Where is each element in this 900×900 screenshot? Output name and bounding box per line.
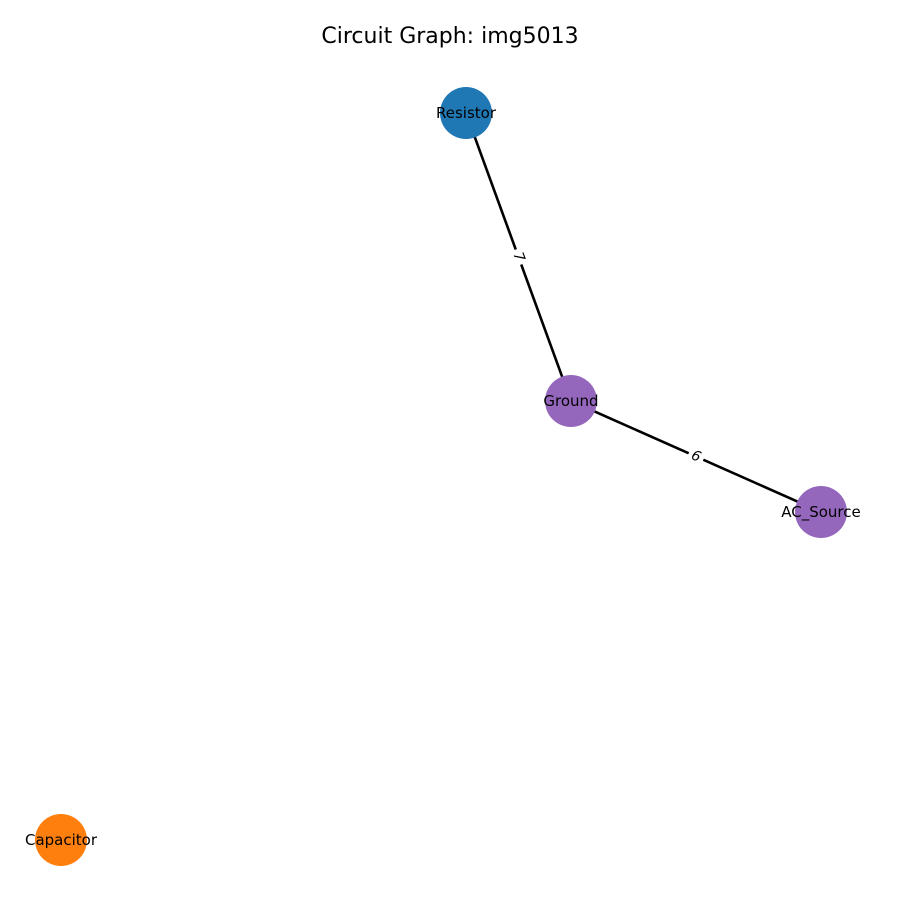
- edges-layer: 76: [464, 112, 822, 514]
- node-ac-source: AC_Source: [781, 486, 861, 538]
- node-circle: [795, 486, 847, 538]
- node-label: Ground: [543, 392, 598, 410]
- node-capacitor: Capacitor: [25, 814, 98, 866]
- node-label: Capacitor: [25, 831, 98, 849]
- edge-label-background: [685, 445, 707, 468]
- edge-label-background: [507, 246, 530, 268]
- node-circle: [440, 87, 492, 139]
- graph-title: Circuit Graph: img5013: [321, 24, 578, 49]
- node-label: Resistor: [436, 104, 497, 122]
- node-label: AC_Source: [781, 503, 861, 522]
- node-circle: [545, 375, 597, 427]
- node-circle: [35, 814, 87, 866]
- nodes-layer: Resistor Ground AC_Source Capacitor: [25, 87, 861, 866]
- node-resistor: Resistor: [436, 87, 497, 139]
- node-ground: Ground: [543, 375, 599, 427]
